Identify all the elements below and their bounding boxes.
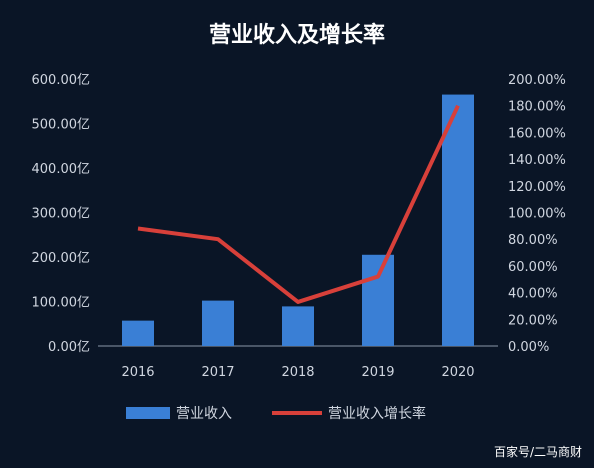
x-axis: 2016 2017 2018 2019 2020 [121, 365, 474, 380]
left-axis: 0.00亿 100.00亿 200.00亿 300.00亿 400.00亿 500.00亿… [32, 73, 91, 355]
revenue-bar [122, 320, 154, 346]
legend-bar-swatch [126, 407, 170, 419]
left-tick-label: 400.00亿 [32, 162, 91, 177]
right-tick-label: 40.00% [508, 287, 558, 302]
revenue-bar [282, 306, 314, 346]
x-tick-label: 2017 [201, 365, 234, 380]
right-tick-label: 20.00% [508, 313, 558, 328]
right-tick-label: 180.00% [508, 100, 566, 115]
left-tick-label: 0.00亿 [48, 340, 90, 355]
legend: 营业收入 营业收入增长率 [126, 405, 426, 422]
watermark: 百家号/二马商财 [494, 444, 582, 459]
left-tick-label: 100.00亿 [32, 296, 91, 311]
legend-bar-label: 营业收入 [176, 406, 232, 422]
right-tick-label: 140.00% [508, 153, 566, 168]
line-series [137, 104, 460, 304]
chart-title: 营业收入及增长率 [209, 22, 385, 48]
x-tick-label: 2020 [441, 365, 474, 380]
x-tick-label: 2016 [121, 365, 154, 380]
right-tick-label: 160.00% [508, 126, 566, 141]
right-tick-label: 0.00% [508, 340, 549, 355]
right-tick-label: 120.00% [508, 180, 566, 195]
right-tick-label: 60.00% [508, 260, 558, 275]
bar-series [122, 94, 474, 346]
left-tick-label: 600.00亿 [32, 73, 91, 88]
revenue-bar [362, 254, 394, 346]
right-tick-label: 100.00% [508, 207, 566, 222]
revenue-bar [202, 300, 234, 346]
x-tick-label: 2018 [281, 365, 314, 380]
right-tick-label: 200.00% [508, 73, 566, 88]
right-axis: 0.00% 20.00% 40.00% 60.00% 80.00% 100.00% 120.… [508, 73, 566, 355]
growth-rate-line [137, 104, 460, 304]
left-tick-label: 200.00亿 [32, 251, 91, 266]
right-tick-label: 80.00% [508, 233, 558, 248]
revenue-bar [442, 94, 474, 346]
left-tick-label: 500.00亿 [32, 118, 91, 133]
left-tick-label: 300.00亿 [32, 207, 91, 222]
legend-line-label: 营业收入增长率 [328, 405, 426, 422]
x-tick-label: 2019 [361, 365, 394, 380]
